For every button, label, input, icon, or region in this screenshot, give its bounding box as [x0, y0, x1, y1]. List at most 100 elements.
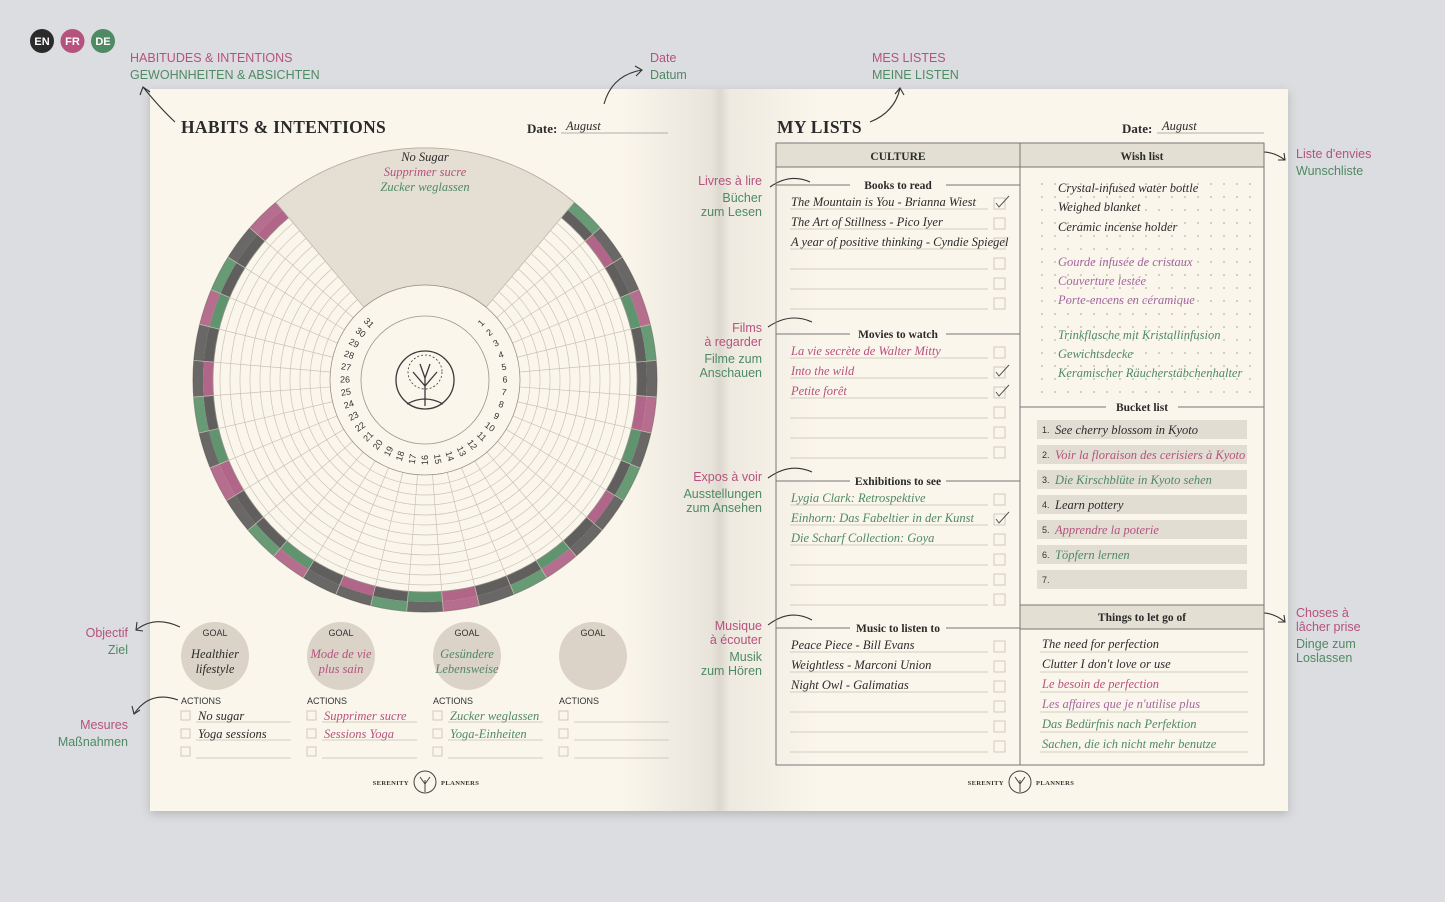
wheel-band	[621, 428, 642, 465]
bucket-number: 2.	[1042, 450, 1050, 460]
wheel-spoke	[335, 467, 389, 595]
day-number: 8	[497, 399, 505, 410]
list-item: Peace Piece - Bill Evans	[790, 638, 915, 652]
annotation-de: zum Hören	[701, 664, 762, 678]
wheel-band	[219, 460, 244, 496]
wheel-spoke	[512, 289, 639, 344]
day-number: 14	[444, 450, 457, 463]
annotation-fr: à écouter	[710, 633, 762, 647]
checkbox	[993, 426, 1006, 439]
checkbox	[993, 277, 1006, 290]
wish-item: Trinkflasche mit Kristallinfusion	[1058, 328, 1221, 342]
action-text: Yoga-Einheiten	[450, 727, 527, 741]
wheel-band	[370, 595, 408, 612]
language-badge[interactable]	[30, 29, 54, 53]
wheel-spoke	[199, 324, 333, 358]
annotation-de: Loslassen	[1296, 651, 1352, 665]
wheel-band	[592, 227, 622, 263]
language-badge[interactable]	[60, 29, 85, 53]
bucket-row	[1037, 520, 1247, 539]
wheel-ring	[269, 260, 581, 536]
list-item: Into the wild	[790, 364, 855, 378]
annotation-fr: Choses à	[1296, 606, 1349, 620]
day-number: 6	[502, 375, 507, 385]
checkbox	[993, 513, 1006, 526]
wheel-band	[236, 234, 265, 268]
annotation-de: Maßnahmen	[58, 735, 128, 749]
day-number: 10	[483, 420, 497, 434]
list-item: La vie secrète de Walter Mitty	[790, 344, 941, 358]
brand-name: SERENITY	[373, 780, 409, 787]
annotation-de: GEWOHNHEITEN & ABSICHTEN	[130, 68, 320, 82]
checkmark	[995, 195, 1010, 208]
wheel-band	[613, 257, 639, 294]
bucket-item: Voir la floraison des cerisiers à Kyoto	[1055, 448, 1245, 462]
bucket-row	[1037, 470, 1247, 489]
checkbox	[306, 710, 317, 721]
wheel-band	[561, 209, 593, 242]
wheel-spoke	[512, 415, 640, 469]
day-number: 17	[407, 453, 418, 464]
goal-circle	[181, 622, 249, 690]
wheel-ring	[212, 217, 638, 593]
list-item: The Art of Stillness - Pico Iyer	[791, 215, 943, 229]
language-code: EN	[34, 36, 49, 48]
actions-label: ACTIONS	[559, 696, 599, 706]
date-label: Date:	[527, 121, 557, 136]
day-number: 25	[340, 386, 351, 397]
bucket-row	[1037, 495, 1247, 514]
wheel-ring	[299, 283, 551, 506]
bucket-number: 1.	[1042, 425, 1050, 435]
arrow	[139, 86, 151, 96]
wheel-band	[477, 584, 515, 606]
checkbox	[993, 720, 1006, 733]
day-number: 22	[353, 420, 367, 434]
annotation-fr: Films	[732, 321, 762, 335]
wheel-band	[629, 289, 651, 327]
wheel-ring	[229, 230, 621, 576]
wish-item: Couverture lestée	[1058, 274, 1147, 288]
day-number: 24	[343, 398, 356, 411]
wheel-spoke	[210, 415, 338, 469]
checkmark	[995, 364, 1010, 377]
wheel-spoke	[275, 202, 365, 308]
wheel-spoke	[211, 289, 338, 344]
checkbox	[306, 728, 317, 739]
goal-label: GOAL	[580, 628, 605, 638]
checkbox	[993, 593, 1006, 606]
wish-item: Porte-encens en céramique	[1057, 293, 1195, 307]
actions-label: ACTIONS	[433, 696, 473, 706]
day-number: 7	[501, 387, 507, 398]
goal-circle	[307, 622, 375, 690]
page-title: HABITS & INTENTIONS	[181, 117, 386, 137]
annotation-fr: Livres à lire	[698, 174, 762, 188]
language-code: DE	[95, 36, 110, 48]
wheel-band	[203, 395, 219, 431]
annotation-de: Ziel	[108, 643, 128, 657]
language-badge[interactable]	[91, 29, 115, 53]
annotation-fr: HABITUDES & INTENTIONS	[130, 51, 293, 65]
wheel-spoke	[432, 474, 444, 612]
checkbox	[993, 406, 1006, 419]
date-value: August	[1161, 119, 1197, 133]
wish-item: Ceramic incense holder	[1058, 220, 1178, 234]
day-number: 13	[455, 444, 468, 457]
annotation-fr: Mesures	[80, 718, 128, 732]
brand-logo	[1008, 770, 1032, 794]
tree-icon	[395, 350, 455, 410]
annotation-fr: à regarder	[704, 335, 762, 349]
bucket-number: 7.	[1042, 575, 1050, 585]
section-title: Music to listen to	[856, 623, 940, 635]
goal-circle	[433, 622, 501, 690]
wheel-spoke	[227, 256, 345, 331]
checkbox	[993, 740, 1006, 753]
bucket-number: 5.	[1042, 525, 1050, 535]
annotation-fr: lâcher prise	[1296, 620, 1361, 634]
wheel-band	[474, 575, 511, 596]
wheel-spoke	[497, 441, 603, 531]
actions-label: ACTIONS	[181, 696, 221, 706]
arrow	[1278, 614, 1286, 623]
page-title: MY LISTS	[777, 117, 862, 137]
wheel-band	[193, 396, 209, 434]
